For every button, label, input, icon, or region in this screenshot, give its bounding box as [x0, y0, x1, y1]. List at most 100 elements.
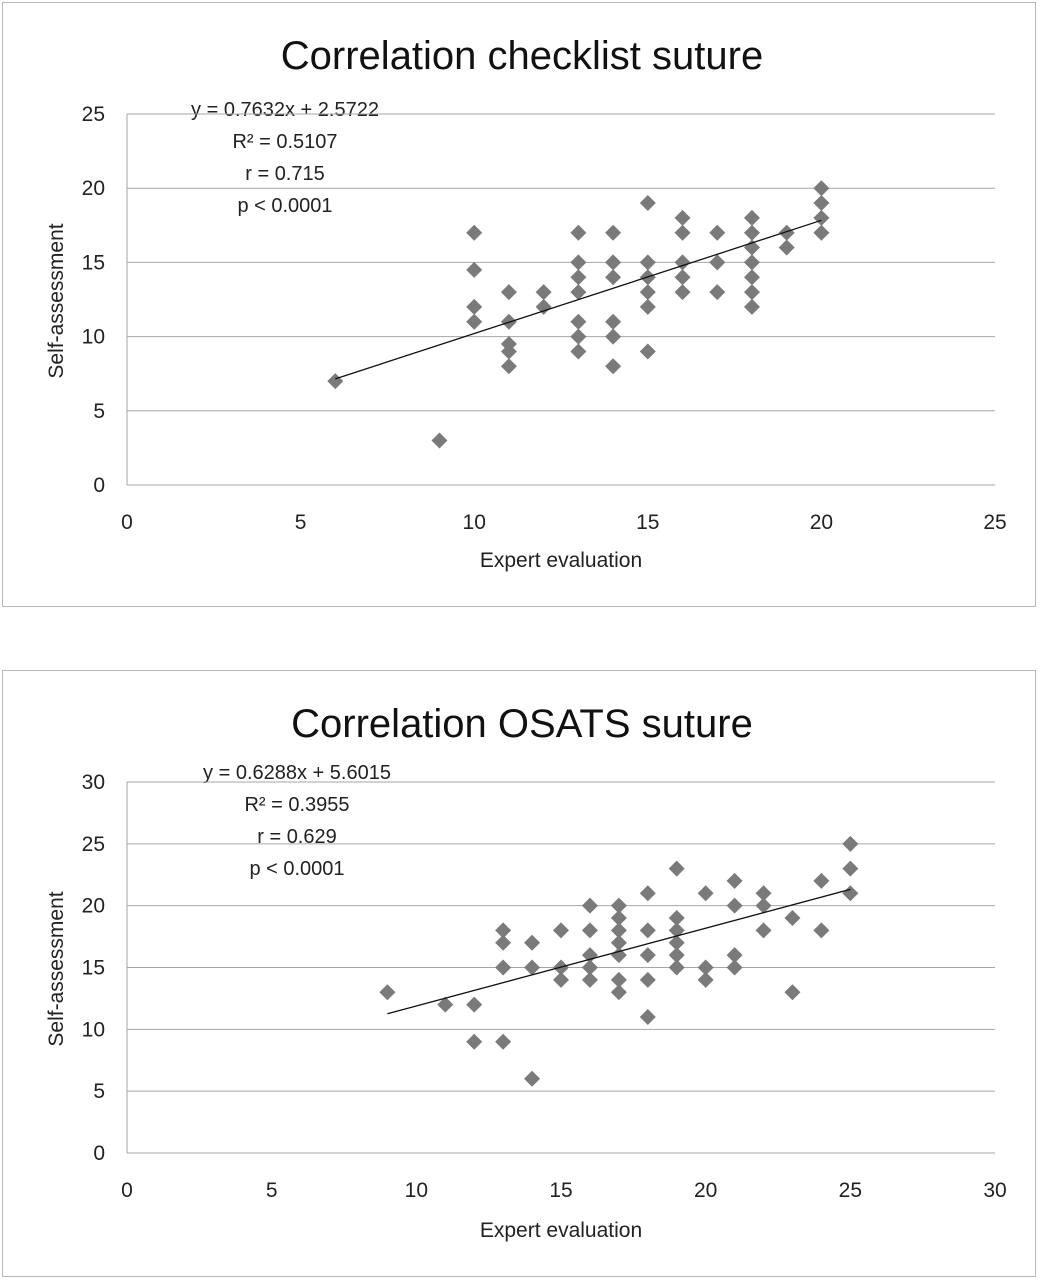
data-point: [605, 254, 622, 271]
r-squared-label: R² = 0.3955: [244, 794, 349, 816]
data-point: [605, 313, 622, 330]
data-point: [639, 885, 656, 902]
y-tick-label: 30: [82, 771, 105, 794]
data-point: [743, 284, 760, 301]
x-axis-label: Expert evaluation: [480, 549, 642, 572]
data-point: [784, 910, 801, 927]
data-point: [610, 897, 627, 914]
x-tick-label: 10: [405, 1179, 428, 1202]
chart-title: Correlation checklist suture: [281, 34, 763, 78]
data-point: [674, 284, 691, 301]
y-tick-label: 5: [93, 1080, 105, 1103]
data-point: [639, 343, 656, 360]
data-point: [581, 959, 598, 976]
data-point: [668, 860, 685, 877]
data-point: [709, 254, 726, 271]
data-point: [535, 298, 552, 315]
data-point: [813, 180, 830, 197]
data-point: [605, 224, 622, 241]
x-axis-label: Expert evaluation: [480, 1219, 642, 1242]
data-point: [778, 239, 795, 256]
data-point: [431, 432, 448, 449]
p-value-label: p < 0.0001: [237, 195, 332, 217]
regression-equation: y = 0.7632x + 2.5722: [191, 99, 379, 121]
chart-osats-svg: Correlation OSATS suture Expert evaluati…: [45, 702, 1007, 1242]
data-point: [495, 934, 512, 951]
data-point: [327, 373, 344, 390]
data-point: [500, 358, 517, 375]
data-point: [610, 934, 627, 951]
data-point: [743, 209, 760, 226]
trendline: [387, 888, 851, 1015]
data-point: [605, 358, 622, 375]
correlation-label: r = 0.715: [245, 163, 325, 185]
data-point: [755, 922, 772, 939]
y-axis-label: Self-assessment: [45, 891, 68, 1046]
data-point: [668, 947, 685, 964]
data-point: [813, 224, 830, 241]
y-tick-label: 10: [82, 326, 105, 349]
correlation-label: r = 0.629: [257, 826, 337, 848]
x-tick-label: 0: [121, 1179, 133, 1202]
data-point: [610, 922, 627, 939]
data-point: [581, 971, 598, 988]
y-tick-label: 20: [82, 895, 105, 918]
data-point: [553, 922, 569, 939]
data-point: [668, 922, 685, 939]
data-point: [500, 284, 517, 301]
chart-panel-osats: Correlation OSATS suture Expert evaluati…: [2, 670, 1036, 1277]
data-point: [500, 343, 517, 360]
data-point: [524, 959, 541, 976]
data-point: [570, 284, 587, 301]
data-point: [674, 269, 691, 286]
x-tick-label: 15: [636, 511, 659, 534]
data-point: [639, 971, 656, 988]
data-point: [581, 897, 598, 914]
data-point: [778, 224, 795, 241]
data-point: [639, 922, 656, 939]
data-point: [743, 269, 760, 286]
data-point: [726, 947, 743, 964]
data-point: [570, 224, 587, 241]
y-tick-label: 15: [82, 251, 105, 274]
data-point: [813, 922, 830, 939]
data-point: [668, 959, 685, 976]
y-axis-label: Self-assessment: [45, 223, 68, 378]
y-tick-label: 25: [82, 833, 105, 856]
data-point: [495, 959, 512, 976]
regression-equation: y = 0.6288x + 5.6015: [203, 762, 391, 784]
y-tick-label: 25: [82, 103, 105, 126]
data-point: [610, 947, 627, 964]
data-point: [524, 1070, 541, 1087]
y-tick-label: 15: [82, 957, 105, 980]
trendline: [335, 219, 822, 380]
r-squared-label: R² = 0.5107: [232, 131, 337, 153]
x-tick-label: 5: [295, 511, 307, 534]
data-point: [709, 224, 726, 241]
x-tick-label: 0: [121, 511, 133, 534]
y-tick-label: 0: [93, 1142, 105, 1165]
y-tick-label: 10: [82, 1018, 105, 1041]
data-point: [697, 885, 714, 902]
data-point: [581, 947, 598, 964]
data-point: [466, 996, 483, 1013]
data-point: [639, 298, 656, 315]
data-point: [570, 328, 587, 345]
y-tick-label: 20: [82, 177, 105, 200]
data-point: [379, 984, 396, 1001]
data-point: [610, 984, 627, 1001]
data-point: [813, 209, 830, 226]
chart-title: Correlation OSATS suture: [291, 702, 753, 746]
data-point: [437, 996, 454, 1013]
data-point: [466, 1033, 483, 1050]
data-point: [639, 195, 656, 212]
data-point: [581, 922, 598, 939]
data-point: [743, 254, 760, 271]
data-point: [784, 984, 801, 1001]
data-point: [639, 947, 656, 964]
data-point: [842, 835, 859, 852]
data-point: [524, 934, 541, 951]
data-point: [535, 284, 552, 301]
data-point: [570, 269, 587, 286]
x-tick-label: 25: [983, 511, 1006, 534]
